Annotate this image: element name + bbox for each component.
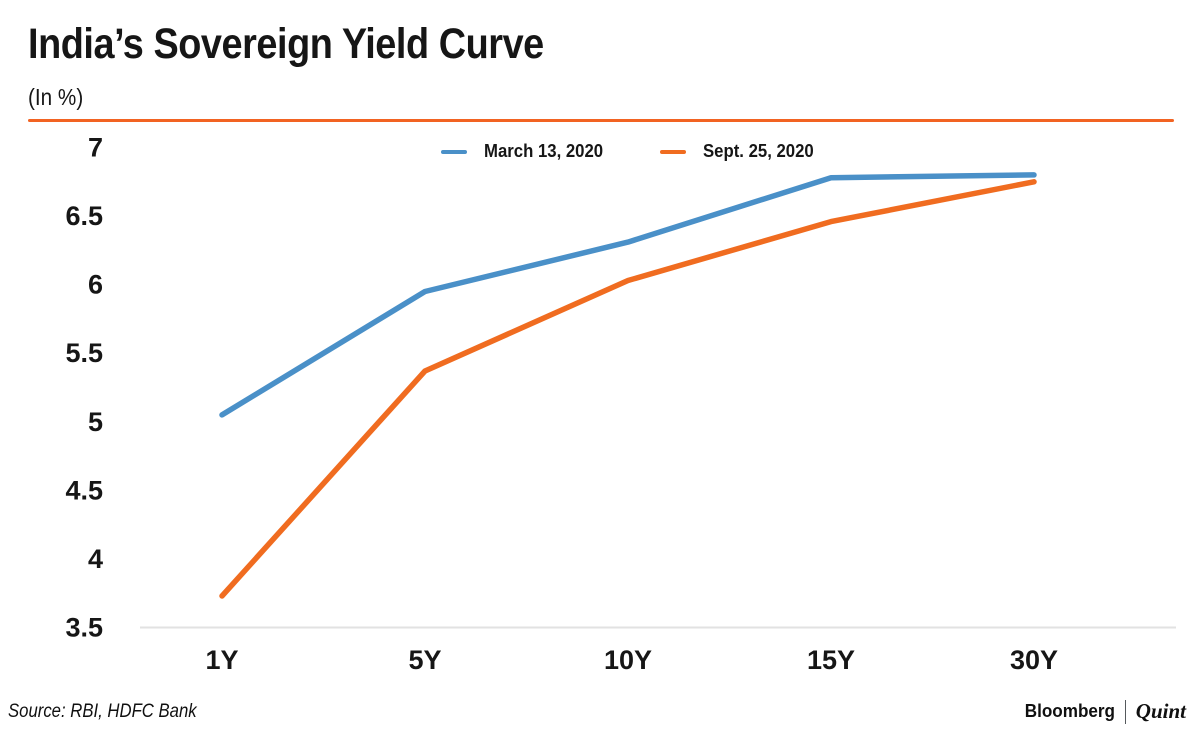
x-tick-label: 30Y <box>1010 645 1058 675</box>
y-tick-label: 5 <box>88 407 103 437</box>
x-tick-label: 10Y <box>604 645 652 675</box>
chart-title: India’s Sovereign Yield Curve <box>28 20 544 68</box>
series-line-sept-25-2020 <box>219 179 1037 599</box>
x-tick-label: 15Y <box>807 645 855 675</box>
legend-item-series-2: Sept. 25, 2020 <box>660 141 822 162</box>
legend-label-series-1: March 13, 2020 <box>484 141 604 161</box>
x-tick-label: 5Y <box>408 645 441 675</box>
source-note: Source: RBI, HDFC Bank <box>8 701 197 722</box>
brand-quint: Quint <box>1135 699 1186 723</box>
y-tick-label: 5.5 <box>65 338 103 368</box>
y-tick-label: 6 <box>88 270 103 300</box>
x-tick-label: 1Y <box>205 645 238 675</box>
legend-line-swatch-icon <box>660 149 687 154</box>
legend-line-swatch-icon <box>441 149 467 154</box>
chart-subtitle: (In %) <box>28 84 84 110</box>
legend-item-series-1: March 13, 2020 <box>441 141 612 162</box>
y-tick-label: 3.5 <box>65 613 103 643</box>
brand-divider-bar <box>1124 699 1126 724</box>
y-tick-label: 7 <box>88 133 103 163</box>
brand-bloomberg: Bloomberg <box>1024 701 1115 721</box>
y-tick-label: 6.5 <box>65 201 103 231</box>
chart-legend: March 13, 2020 Sept. 25, 2020 <box>441 141 822 162</box>
y-tick-label: 4 <box>88 544 103 574</box>
title-divider-rule <box>28 119 1174 122</box>
legend-label-series-2: Sept. 25, 2020 <box>703 141 814 161</box>
brand-logo: Bloomberg Quint <box>1020 699 1186 724</box>
y-tick-label: 4.5 <box>65 475 103 505</box>
series-line-march-13-2020 <box>219 172 1037 418</box>
